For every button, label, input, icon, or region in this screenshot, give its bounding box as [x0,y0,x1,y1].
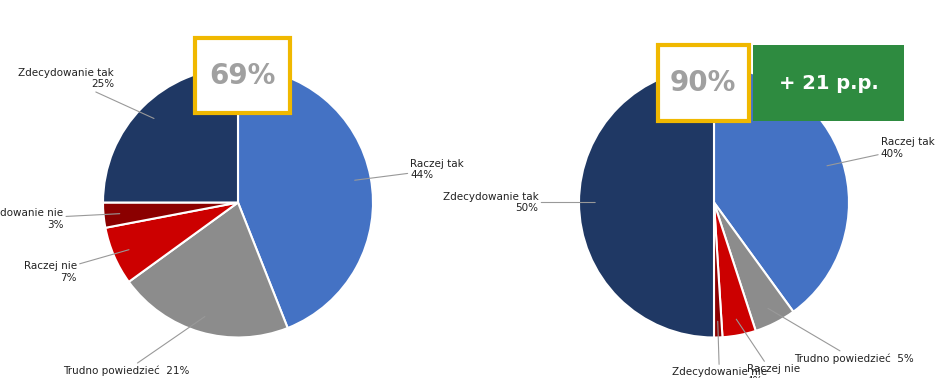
Text: Zdecydowanie tak
25%: Zdecydowanie tak 25% [18,68,154,118]
Text: Zdecydowanie nie
1%: Zdecydowanie nie 1% [672,321,767,378]
Text: Trudno powiedzieć  21%: Trudno powiedzieć 21% [63,317,205,376]
Wedge shape [103,68,238,203]
Wedge shape [714,203,793,331]
Text: Raczej tak
44%: Raczej tak 44% [355,159,465,180]
Text: 69%: 69% [209,62,275,90]
Wedge shape [714,68,849,312]
Text: Trudno powiedzieć  5%: Trudno powiedzieć 5% [768,308,913,364]
Text: Raczej nie
4%: Raczej nie 4% [736,319,800,378]
Wedge shape [106,203,238,282]
Wedge shape [579,68,714,338]
Text: Zdecydowanie tak
50%: Zdecydowanie tak 50% [443,192,595,213]
Text: + 21 p.p.: + 21 p.p. [779,74,879,93]
FancyBboxPatch shape [658,45,748,121]
Wedge shape [714,203,723,338]
Text: Zdecydowanie nie
3%: Zdecydowanie nie 3% [0,208,120,230]
Wedge shape [129,203,288,338]
Wedge shape [714,203,756,337]
Wedge shape [103,203,238,228]
Text: 90%: 90% [670,69,737,97]
Text: Raczej tak
40%: Raczej tak 40% [827,138,935,166]
FancyBboxPatch shape [753,45,904,121]
FancyBboxPatch shape [195,38,289,113]
Wedge shape [238,68,373,328]
Text: Raczej nie
7%: Raczej nie 7% [24,250,129,283]
